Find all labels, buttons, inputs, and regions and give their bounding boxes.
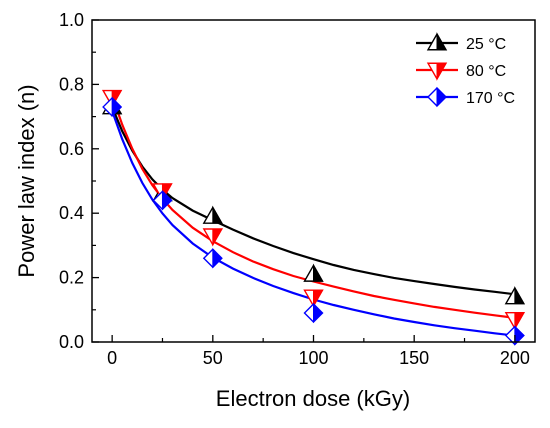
y-axis-ticks: 0.0 0.2 0.4 0.6 0.8 1.0 — [59, 10, 99, 352]
legend-marker — [426, 32, 448, 51]
fit-curve-2 — [111, 110, 516, 337]
x-tick-label: 150 — [399, 348, 429, 368]
y-tick-label: 0.2 — [59, 268, 84, 288]
data-point — [504, 286, 526, 305]
legend: 25 °C 80 °C 170 °C — [416, 32, 515, 108]
x-axis-ticks: 0 50 100 150 200 — [107, 335, 530, 368]
fit-curves — [111, 95, 516, 337]
fit-curve-0 — [111, 106, 516, 296]
data-point — [504, 312, 526, 331]
data-point — [202, 228, 224, 247]
y-tick-label: 0.6 — [59, 139, 84, 159]
x-tick-label: 50 — [203, 348, 223, 368]
x-tick-label: 200 — [500, 348, 530, 368]
data-point — [303, 263, 324, 282]
data-point — [303, 289, 324, 308]
legend-marker — [426, 62, 448, 81]
data-markers — [101, 89, 526, 346]
y-axis-title: Power law index (n) — [14, 84, 39, 277]
x-tick-label: 100 — [298, 348, 328, 368]
fit-curve-1 — [111, 95, 516, 319]
data-point — [102, 96, 123, 118]
y-tick-label: 0.8 — [59, 74, 84, 94]
data-point — [202, 205, 224, 224]
legend-label: 80 °C — [466, 63, 506, 80]
y-tick-label: 0.4 — [59, 203, 84, 223]
y-tick-label: 0.0 — [59, 332, 84, 352]
x-tick-label: 0 — [107, 348, 117, 368]
data-point — [152, 190, 173, 211]
data-point — [202, 248, 223, 269]
y-tick-label: 1.0 — [59, 10, 84, 30]
legend-label: 170 °C — [466, 90, 515, 107]
legend-label: 25 °C — [466, 36, 506, 53]
legend-marker — [427, 86, 447, 108]
x-axis-title: Electron dose (kGy) — [216, 386, 410, 411]
data-point — [303, 302, 324, 324]
